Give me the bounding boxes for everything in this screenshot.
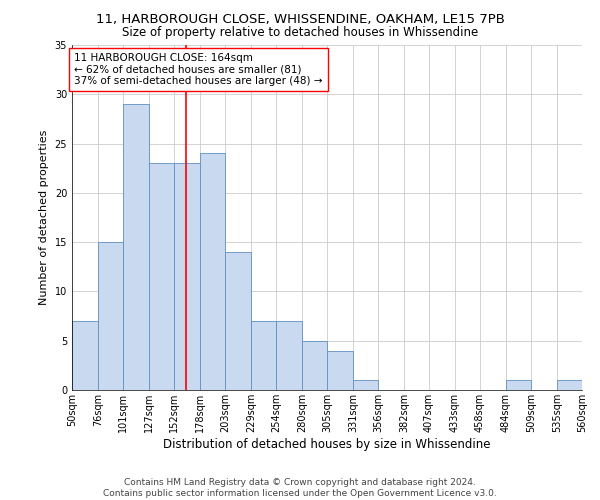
Bar (149, 164, 174, 390)
Bar (557, 380, 582, 390)
Bar (353, 380, 378, 390)
Bar (276, 321, 302, 390)
Bar (98, 242, 123, 390)
Text: 11 HARBOROUGH CLOSE: 164sqm
← 62% of detached houses are smaller (81)
37% of sem: 11 HARBOROUGH CLOSE: 164sqm ← 62% of det… (74, 53, 323, 86)
Bar (174, 164, 200, 390)
Bar (251, 321, 276, 390)
Bar (200, 154, 225, 390)
Text: Contains HM Land Registry data © Crown copyright and database right 2024.
Contai: Contains HM Land Registry data © Crown c… (103, 478, 497, 498)
Bar (225, 252, 251, 390)
Bar (123, 104, 149, 390)
Bar (302, 340, 327, 390)
Y-axis label: Number of detached properties: Number of detached properties (39, 130, 49, 305)
Bar (327, 350, 353, 390)
Text: 11, HARBOROUGH CLOSE, WHISSENDINE, OAKHAM, LE15 7PB: 11, HARBOROUGH CLOSE, WHISSENDINE, OAKHA… (95, 12, 505, 26)
Text: Size of property relative to detached houses in Whissendine: Size of property relative to detached ho… (122, 26, 478, 39)
Bar (506, 380, 531, 390)
Bar (72, 321, 98, 390)
X-axis label: Distribution of detached houses by size in Whissendine: Distribution of detached houses by size … (163, 438, 491, 450)
